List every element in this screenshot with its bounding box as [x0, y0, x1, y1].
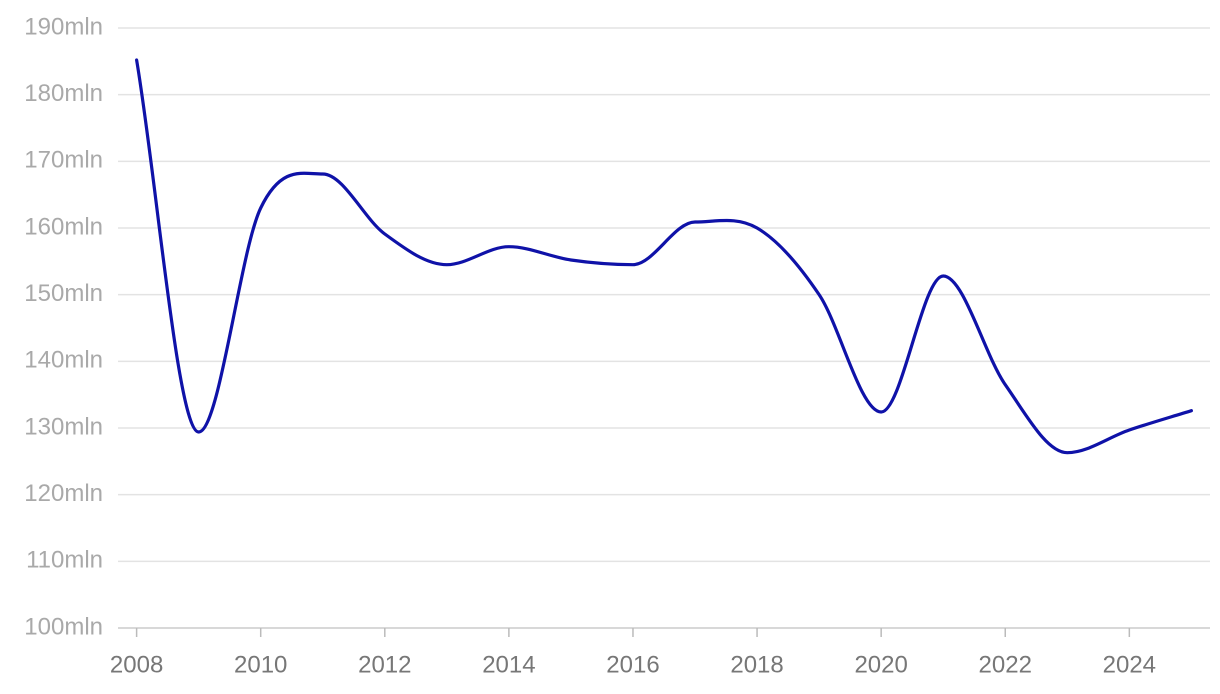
x-tick-label: 2016	[606, 651, 659, 678]
y-tick-label: 120mln	[24, 480, 103, 507]
x-tick-label: 2008	[110, 651, 163, 678]
x-tick-label: 2018	[730, 651, 783, 678]
y-tick-label: 190mln	[24, 13, 103, 40]
y-tick-label: 180mln	[24, 80, 103, 107]
y-tick-label: 130mln	[24, 413, 103, 440]
y-tick-label: 160mln	[24, 213, 103, 240]
x-tick-label: 2012	[358, 651, 411, 678]
x-tick-label: 2014	[482, 651, 535, 678]
line	[135, 58, 1193, 455]
x-tick-label: 2024	[1103, 651, 1156, 678]
x-tick-label: 2020	[854, 651, 907, 678]
x-tick-label: 2022	[979, 651, 1032, 678]
x-tick-label: 2010	[234, 651, 287, 678]
y-tick-label: 170mln	[24, 147, 103, 174]
y-tick-label: 150mln	[24, 280, 103, 307]
y-tick-label: 140mln	[24, 347, 103, 374]
y-tick-label: 100mln	[24, 613, 103, 640]
y-tick-label: 110mln	[26, 547, 103, 574]
